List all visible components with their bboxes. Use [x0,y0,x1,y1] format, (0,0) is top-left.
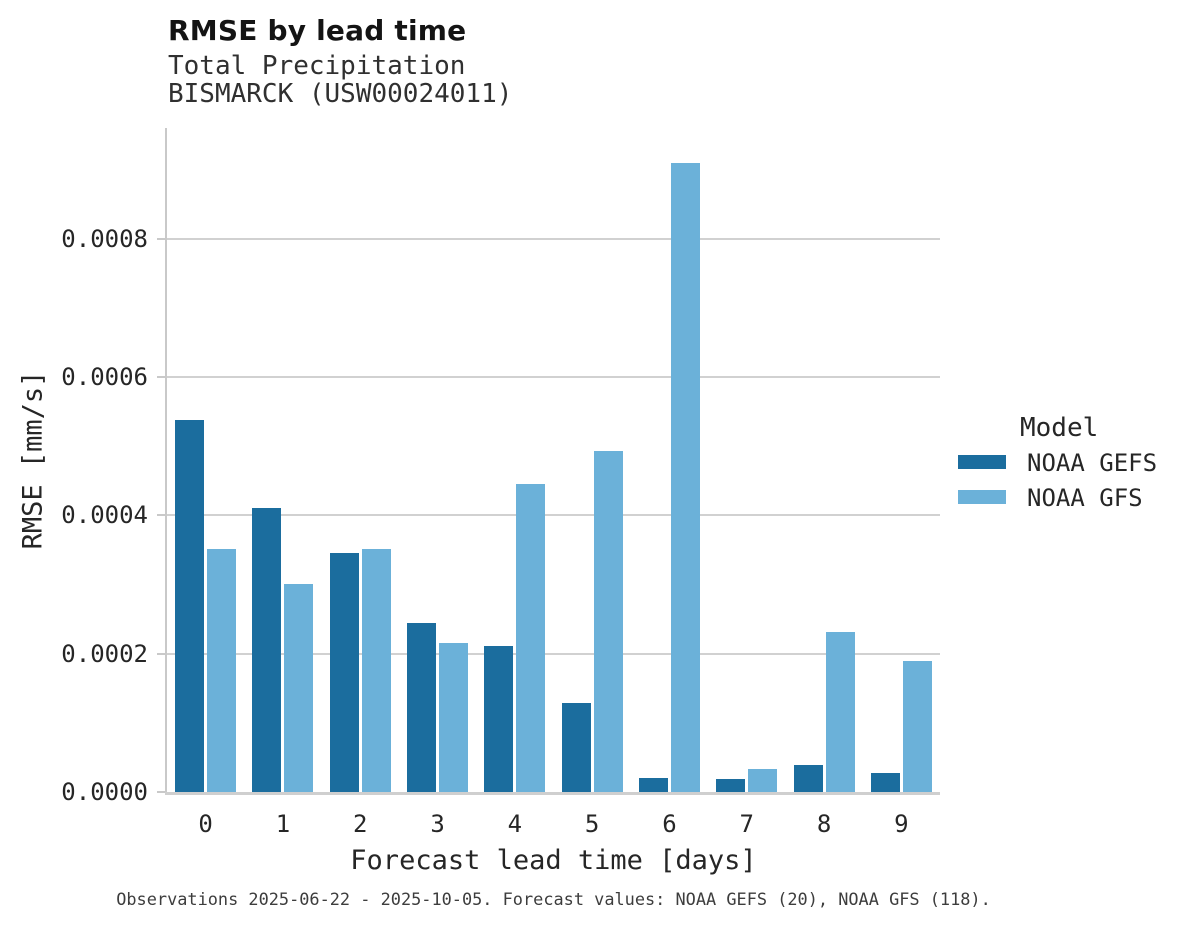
gridline [167,237,940,240]
legend-swatch-noaa-gfs [958,490,1006,504]
y-tick-label: 0.0008 [61,224,148,253]
bar-noaa-gefs-day1 [252,507,282,792]
x-tick-label: 5 [584,810,600,838]
y-tick-label: 0.0004 [61,501,148,530]
gridline [167,652,940,655]
bar-noaa-gfs-day0 [207,549,237,792]
x-tick-label: 6 [662,810,677,838]
chart-subtitle-station: BISMARCK (USW00024011) [168,79,513,109]
bar-noaa-gefs-day6 [638,777,668,792]
caption: Observations 2025-06-22 - 2025-10-05. Fo… [116,889,991,909]
y-tick-label: 0.0002 [61,639,148,668]
y-tick-mark [157,237,165,240]
y-tick-mark [157,514,165,517]
bar-noaa-gfs-day7 [748,768,778,792]
bar-noaa-gfs-day2 [361,549,391,792]
x-axis-title: Forecast lead time [days] [350,845,757,876]
x-tick-label: 9 [894,810,909,838]
x-tick-label: 3 [430,810,445,838]
bar-noaa-gefs-day7 [716,778,746,792]
gridline [167,376,940,378]
bar-noaa-gefs-day3 [407,622,437,792]
bar-noaa-gefs-day0 [175,419,205,792]
y-tick-label: 0.0006 [61,363,148,391]
gridline [167,514,940,517]
y-axis-line [165,128,167,795]
bar-noaa-gefs-day5 [561,702,591,792]
bar-noaa-gfs-day1 [284,583,314,792]
bar-noaa-gfs-day3 [439,642,469,792]
chart-subtitle-variable: Total Precipitation [168,51,466,81]
x-tick-label: 4 [507,810,523,838]
bar-noaa-gfs-day5 [593,451,623,792]
legend-title: Model [1020,413,1099,443]
bar-noaa-gefs-day9 [870,772,900,792]
y-tick-mark [157,652,165,655]
y-tick-label: 0.0000 [61,778,148,806]
y-tick-mark [157,376,165,378]
y-tick-mark [157,791,165,793]
x-tick-label: 7 [739,810,754,838]
x-tick-label: 0 [198,810,213,838]
x-tick-label: 8 [816,810,832,838]
legend-label-noaa-gefs: NOAA GEFS [1027,449,1158,477]
x-tick-label: 1 [275,810,291,838]
legend-label-noaa-gfs: NOAA GFS [1027,484,1143,512]
x-tick-label: 2 [353,810,368,838]
bar-noaa-gfs-day4 [516,484,546,792]
bar-noaa-gfs-day8 [825,631,855,792]
bar-noaa-gfs-day6 [670,162,700,792]
plot-area [167,128,940,792]
bar-noaa-gefs-day8 [793,764,823,792]
x-axis-line [165,792,940,795]
bar-noaa-gefs-day4 [484,646,514,792]
chart-title: RMSE by lead time [168,14,467,47]
legend-swatch-noaa-gefs [958,455,1006,469]
bar-noaa-gefs-day2 [329,552,359,792]
bar-noaa-gfs-day9 [902,660,932,792]
